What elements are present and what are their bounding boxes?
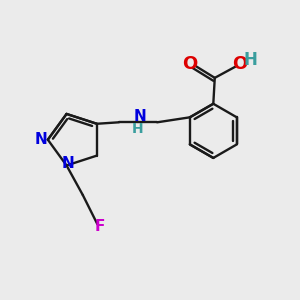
Text: N: N [61, 156, 74, 171]
Text: N: N [133, 110, 146, 124]
Text: O: O [182, 55, 197, 73]
Text: H: H [131, 122, 143, 136]
Text: O: O [232, 55, 248, 73]
Text: F: F [94, 219, 105, 234]
Text: N: N [35, 132, 48, 147]
Text: H: H [244, 51, 258, 69]
